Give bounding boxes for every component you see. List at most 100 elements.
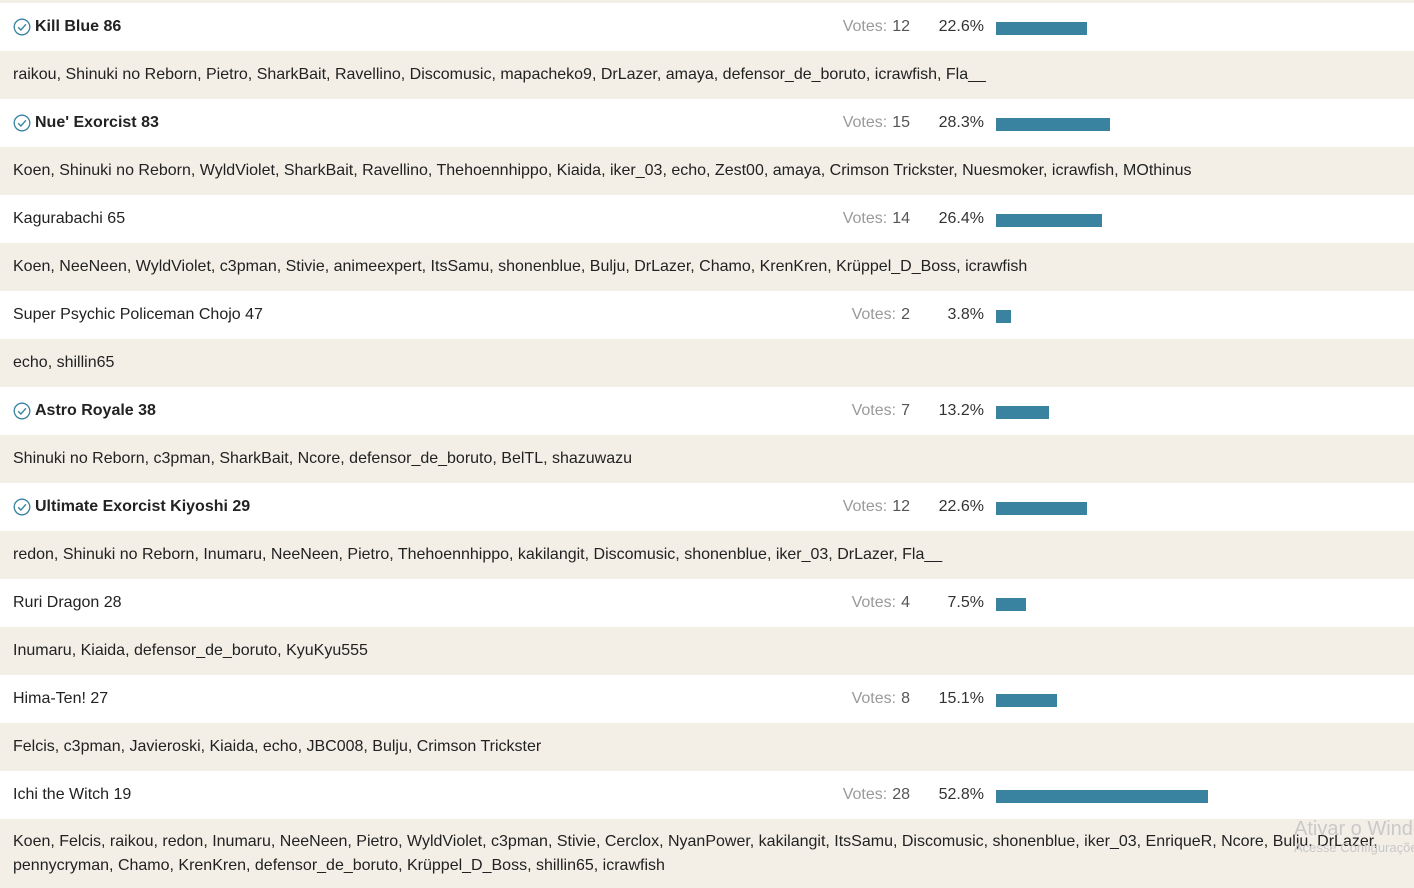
check-circle-icon bbox=[13, 18, 31, 36]
vote-percentage: 26.4% bbox=[938, 210, 984, 227]
vote-percentage: 13.2% bbox=[938, 402, 984, 419]
option-name: Ruri Dragon 28 bbox=[13, 594, 122, 611]
votes-value: 12 bbox=[892, 18, 910, 35]
poll-option: Ruri Dragon 28 bbox=[13, 579, 122, 627]
voters-list: Koen, Shinuki no Reborn, WyldViolet, Sha… bbox=[0, 147, 1414, 195]
vote-percentage: 3.8% bbox=[947, 306, 984, 323]
option-name: Kagurabachi 65 bbox=[13, 210, 126, 227]
poll-results: Kill Blue 86 Votes: 12 22.6% raikou, Shinuki… bbox=[0, 3, 1414, 888]
votes-label: Votes: bbox=[842, 114, 888, 131]
vote-bar bbox=[996, 694, 1398, 707]
vote-count: Votes: 28 bbox=[843, 771, 910, 819]
voter-names: Shinuki no Reborn, c3pman, SharkBait, Nc… bbox=[13, 450, 633, 467]
voters-list: Shinuki no Reborn, c3pman, SharkBait, Nc… bbox=[0, 435, 1414, 483]
vote-percentage: 28.3% bbox=[938, 114, 984, 131]
vote-percentage: 22.6% bbox=[938, 18, 984, 35]
option-name: Hima-Ten! 27 bbox=[13, 690, 109, 707]
poll-option-row: Ruri Dragon 28 Votes: 4 7.5% bbox=[0, 579, 1414, 627]
votes-value: 12 bbox=[892, 498, 910, 515]
poll-option: Astro Royale 38 bbox=[13, 387, 156, 435]
vote-bar-fill bbox=[996, 598, 1027, 611]
poll-option: Ichi the Witch 19 bbox=[13, 771, 131, 819]
vote-bar-fill bbox=[996, 790, 1209, 803]
vote-bar bbox=[996, 790, 1398, 803]
votes-label: Votes: bbox=[842, 498, 888, 515]
poll-option: Ultimate Exorcist Kiyoshi 29 bbox=[13, 483, 250, 531]
vote-count: Votes: 4 bbox=[852, 579, 910, 627]
vote-bar bbox=[996, 22, 1398, 35]
poll-option: Super Psychic Policeman Chojo 47 bbox=[13, 291, 263, 339]
vote-bar bbox=[996, 502, 1398, 515]
vote-bar-fill bbox=[996, 502, 1087, 515]
vote-percentage: 52.8% bbox=[938, 786, 984, 803]
poll-option: Hima-Ten! 27 bbox=[13, 675, 108, 723]
voter-names: redon, Shinuki no Reborn, Inumaru, NeeNe… bbox=[13, 546, 943, 563]
voter-names: raikou, Shinuki no Reborn, Pietro, Shark… bbox=[13, 66, 986, 83]
voters-list: echo, shillin65 bbox=[0, 339, 1414, 387]
vote-percentage: 22.6% bbox=[938, 498, 984, 515]
votes-label: Votes: bbox=[851, 594, 897, 611]
voters-list: Koen, Felcis, raikou, redon, Inumaru, Ne… bbox=[0, 819, 1414, 888]
vote-bar bbox=[996, 310, 1398, 323]
vote-bar-fill bbox=[996, 694, 1057, 707]
check-circle-icon bbox=[13, 498, 31, 516]
poll-option: Nue' Exorcist 83 bbox=[13, 99, 159, 147]
check-circle-icon bbox=[13, 114, 31, 132]
votes-value: 7 bbox=[901, 402, 910, 419]
poll-option-row: Ultimate Exorcist Kiyoshi 29 Votes: 12 22.6… bbox=[0, 483, 1414, 531]
vote-bar-fill bbox=[996, 22, 1087, 35]
voters-list: Felcis, c3pman, Javieroski, Kiaida, echo… bbox=[0, 723, 1414, 771]
votes-value: 4 bbox=[901, 594, 910, 611]
vote-bar-fill bbox=[996, 118, 1110, 131]
votes-value: 8 bbox=[901, 690, 910, 707]
votes-label: Votes: bbox=[842, 210, 888, 227]
votes-label: Votes: bbox=[842, 18, 888, 35]
poll-option-row: Kill Blue 86 Votes: 12 22.6% bbox=[0, 3, 1414, 51]
vote-bar bbox=[996, 214, 1398, 227]
vote-bar-fill bbox=[996, 310, 1012, 323]
option-name: Ultimate Exorcist Kiyoshi 29 bbox=[35, 498, 251, 515]
vote-bar-fill bbox=[996, 406, 1050, 419]
poll-option-row: Astro Royale 38 Votes: 7 13.2% bbox=[0, 387, 1414, 435]
voters-list: redon, Shinuki no Reborn, Inumaru, NeeNe… bbox=[0, 531, 1414, 579]
option-name: Kill Blue 86 bbox=[35, 18, 122, 35]
voter-names: Felcis, c3pman, Javieroski, Kiaida, echo… bbox=[13, 738, 542, 755]
option-name: Astro Royale 38 bbox=[35, 402, 156, 419]
votes-label: Votes: bbox=[842, 786, 888, 803]
vote-count: Votes: 12 bbox=[843, 3, 910, 51]
voters-list: Koen, NeeNeen, WyldViolet, c3pman, Stivi… bbox=[0, 243, 1414, 291]
option-name: Ichi the Witch 19 bbox=[13, 786, 132, 803]
votes-value: 14 bbox=[892, 210, 910, 227]
vote-count: Votes: 2 bbox=[852, 291, 910, 339]
poll-option-row: Ichi the Witch 19 Votes: 28 52.8% bbox=[0, 771, 1414, 819]
poll-option: Kagurabachi 65 bbox=[13, 195, 125, 243]
vote-bar bbox=[996, 598, 1398, 611]
top-divider bbox=[0, 0, 1414, 3]
check-circle-icon bbox=[13, 402, 31, 420]
voters-list: Inumaru, Kiaida, defensor_de_boruto, Kyu… bbox=[0, 627, 1414, 675]
poll-option: Kill Blue 86 bbox=[13, 3, 121, 51]
vote-percentage: 15.1% bbox=[938, 690, 984, 707]
vote-count: Votes: 8 bbox=[852, 675, 910, 723]
poll-option-row: Kagurabachi 65 Votes: 14 26.4% bbox=[0, 195, 1414, 243]
option-name: Nue' Exorcist 83 bbox=[35, 114, 159, 131]
votes-value: 28 bbox=[892, 786, 910, 803]
vote-bar-fill bbox=[996, 214, 1103, 227]
vote-count: Votes: 12 bbox=[843, 483, 910, 531]
vote-bar bbox=[996, 118, 1398, 131]
vote-count: Votes: 15 bbox=[843, 99, 910, 147]
voter-names: echo, shillin65 bbox=[13, 354, 115, 371]
poll-option-row: Nue' Exorcist 83 Votes: 15 28.3% bbox=[0, 99, 1414, 147]
voter-names: Koen, Felcis, raikou, redon, Inumaru, Ne… bbox=[13, 833, 1378, 874]
voter-names: Inumaru, Kiaida, defensor_de_boruto, Kyu… bbox=[13, 642, 368, 659]
votes-label: Votes: bbox=[851, 402, 897, 419]
vote-percentage: 7.5% bbox=[947, 594, 984, 611]
voters-list: raikou, Shinuki no Reborn, Pietro, Shark… bbox=[0, 51, 1414, 99]
votes-value: 15 bbox=[892, 114, 910, 131]
vote-count: Votes: 7 bbox=[852, 387, 910, 435]
option-name: Super Psychic Policeman Chojo 47 bbox=[13, 306, 263, 323]
voter-names: Koen, Shinuki no Reborn, WyldViolet, Sha… bbox=[13, 162, 1192, 179]
votes-label: Votes: bbox=[851, 690, 897, 707]
votes-label: Votes: bbox=[851, 306, 897, 323]
votes-value: 2 bbox=[901, 306, 910, 323]
